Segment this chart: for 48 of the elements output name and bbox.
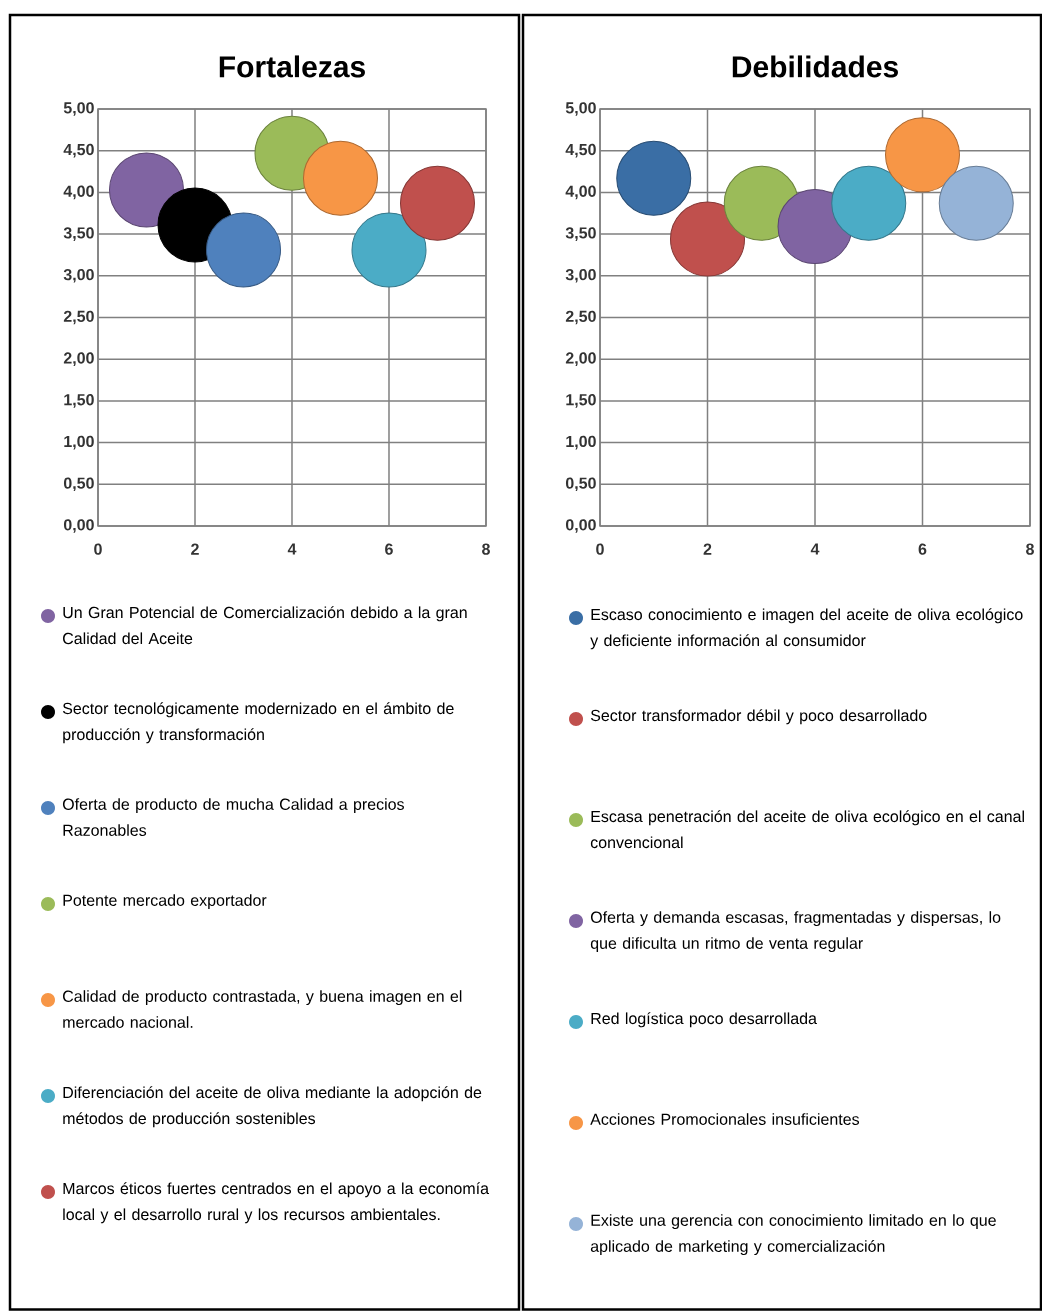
legend-label: Red logística poco desarrollada <box>591 1012 817 1028</box>
x-tick-label: 0 <box>596 543 604 555</box>
x-tick-label: 6 <box>918 543 927 555</box>
y-tick-label: 2,50 <box>63 310 94 325</box>
y-tick-label: 3,00 <box>63 268 94 283</box>
legend-label: Potente mercado exportador <box>63 894 267 910</box>
y-tick-label: 5,00 <box>63 102 94 116</box>
x-tick-label: 2 <box>190 543 199 555</box>
y-tick-label: 4,00 <box>565 185 596 200</box>
legend-label: Marcos éticos fuertes centrados en el apoyo a la economía local y el desarrollo rural y los recursos ambientales. <box>63 1182 489 1224</box>
y-tick-label: 2,00 <box>63 352 94 367</box>
legend-label: Escasa penetración del aceite de oliva ecológico en el canal convencional <box>590 810 1024 849</box>
y-tick-label: 4,50 <box>565 143 596 158</box>
y-tick-label: 5,00 <box>565 102 596 116</box>
x-tick-label: 4 <box>287 543 297 555</box>
y-tick-label: 4,50 <box>63 143 94 158</box>
legend-label: Un Gran Potencial de Comercialización debido a la gran Calidad del Aceite <box>62 606 467 645</box>
legend-label: Diferenciación del aceite de oliva mediante la adopción de métodos de producción sostenibles <box>63 1086 482 1128</box>
legend-label: Escaso conocimiento e imagen del aceite de oliva ecológico y deficiente información al consumidor <box>590 608 1023 650</box>
x-tick-label: 2 <box>703 543 712 555</box>
legend-label: Oferta y demanda escasas, fragmentadas y dispersas, lo que dificulta un ritmo de venta regular <box>590 911 1001 953</box>
y-tick-label: 3,00 <box>565 268 596 283</box>
y-tick-label: 0,50 <box>565 477 596 492</box>
y-tick-label: 2,50 <box>565 310 596 325</box>
x-tick-label: 8 <box>1025 543 1034 555</box>
x-tick-label: 6 <box>385 543 393 555</box>
legend-label: Oferta de producto de mucha Calidad a precios Razonables <box>62 798 404 836</box>
chart-title: Fortalezas <box>219 55 365 78</box>
y-tick-label: 1,50 <box>566 394 596 408</box>
legend-label: Acciones Promocionales insuficientes <box>590 1113 859 1125</box>
y-tick-label: 1,00 <box>566 435 596 450</box>
x-tick-label: 0 <box>94 543 102 555</box>
y-tick-label: 3,50 <box>565 227 596 241</box>
y-tick-label: 0,00 <box>565 519 596 533</box>
x-tick-label: 8 <box>481 543 490 555</box>
y-tick-label: 0,50 <box>63 477 94 492</box>
legend-label: Sector tecnológicamente modernizado en el ámbito de producción y transformación <box>62 702 454 744</box>
y-tick-label: 4,00 <box>63 185 94 200</box>
y-tick-label: 2,00 <box>565 352 596 367</box>
x-tick-label: 4 <box>810 543 820 555</box>
y-tick-label: 1,00 <box>64 435 94 450</box>
y-tick-label: 1,50 <box>64 394 94 408</box>
legend-label: Calidad de producto contrastada, y buena imagen en el mercado nacional. <box>62 990 462 1028</box>
chart-title: Debilidades <box>732 55 898 78</box>
y-tick-label: 3,50 <box>63 227 94 241</box>
y-tick-label: 0,00 <box>63 519 94 533</box>
legend-label: Existe una gerencia con conocimiento limitado en lo que aplicado de marketing y comercialización <box>590 1214 996 1256</box>
legend-label: Sector transformador débil y poco desarrollado <box>590 709 927 725</box>
